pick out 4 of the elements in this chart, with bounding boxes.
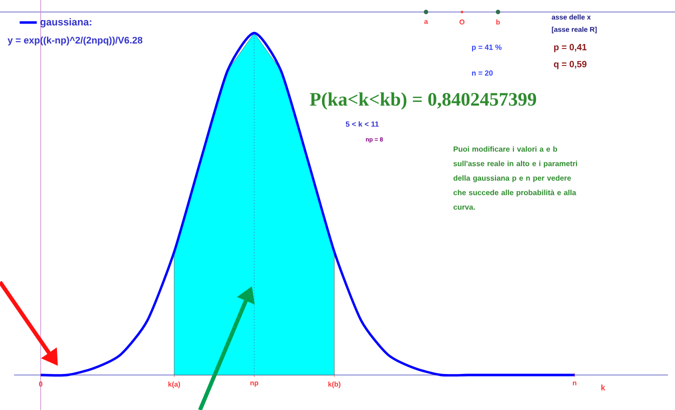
annotation: P(ka<k<kb) = 0,8402457399	[310, 92, 536, 110]
annotation: q = 0,59	[554, 60, 586, 70]
x-axis-title: k	[601, 384, 606, 390]
annotation: p = 0,41	[554, 44, 587, 52]
